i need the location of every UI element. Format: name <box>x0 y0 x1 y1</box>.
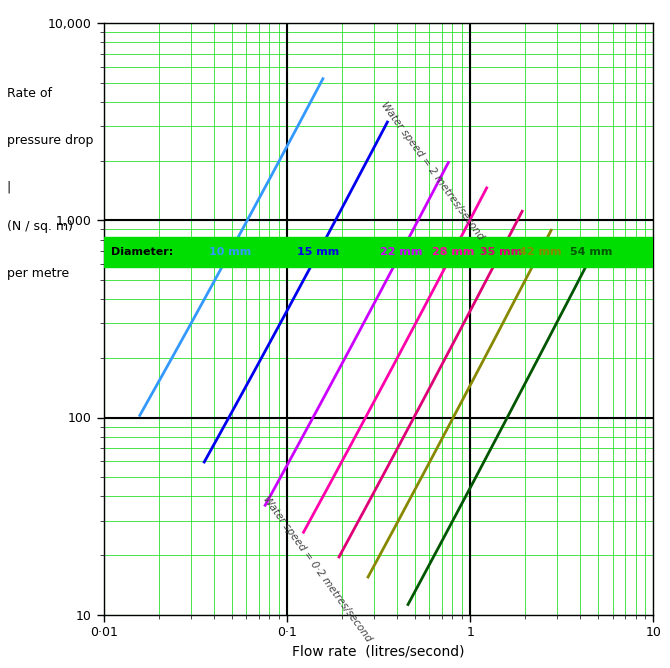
Text: 22 mm: 22 mm <box>380 247 423 257</box>
Text: (N / sq. m): (N / sq. m) <box>7 220 73 233</box>
Text: pressure drop: pressure drop <box>7 134 93 146</box>
Text: per metre: per metre <box>7 267 69 280</box>
Text: Rate of: Rate of <box>7 87 52 100</box>
Text: 10 mm: 10 mm <box>209 247 251 257</box>
Text: 15 mm: 15 mm <box>297 247 340 257</box>
Text: 42 mm: 42 mm <box>519 247 561 257</box>
Text: |: | <box>7 180 11 193</box>
Text: 28 mm: 28 mm <box>431 247 474 257</box>
Text: 35 mm: 35 mm <box>480 247 522 257</box>
Bar <box>104 237 653 267</box>
Text: Water speed = 0·2 metres/second: Water speed = 0·2 metres/second <box>261 494 373 644</box>
Text: 54 mm: 54 mm <box>570 247 612 257</box>
Text: Diameter:: Diameter: <box>111 247 174 257</box>
X-axis label: Flow rate  (litres/second): Flow rate (litres/second) <box>292 645 465 659</box>
Text: Water speed = 2 metres/second: Water speed = 2 metres/second <box>379 100 486 242</box>
